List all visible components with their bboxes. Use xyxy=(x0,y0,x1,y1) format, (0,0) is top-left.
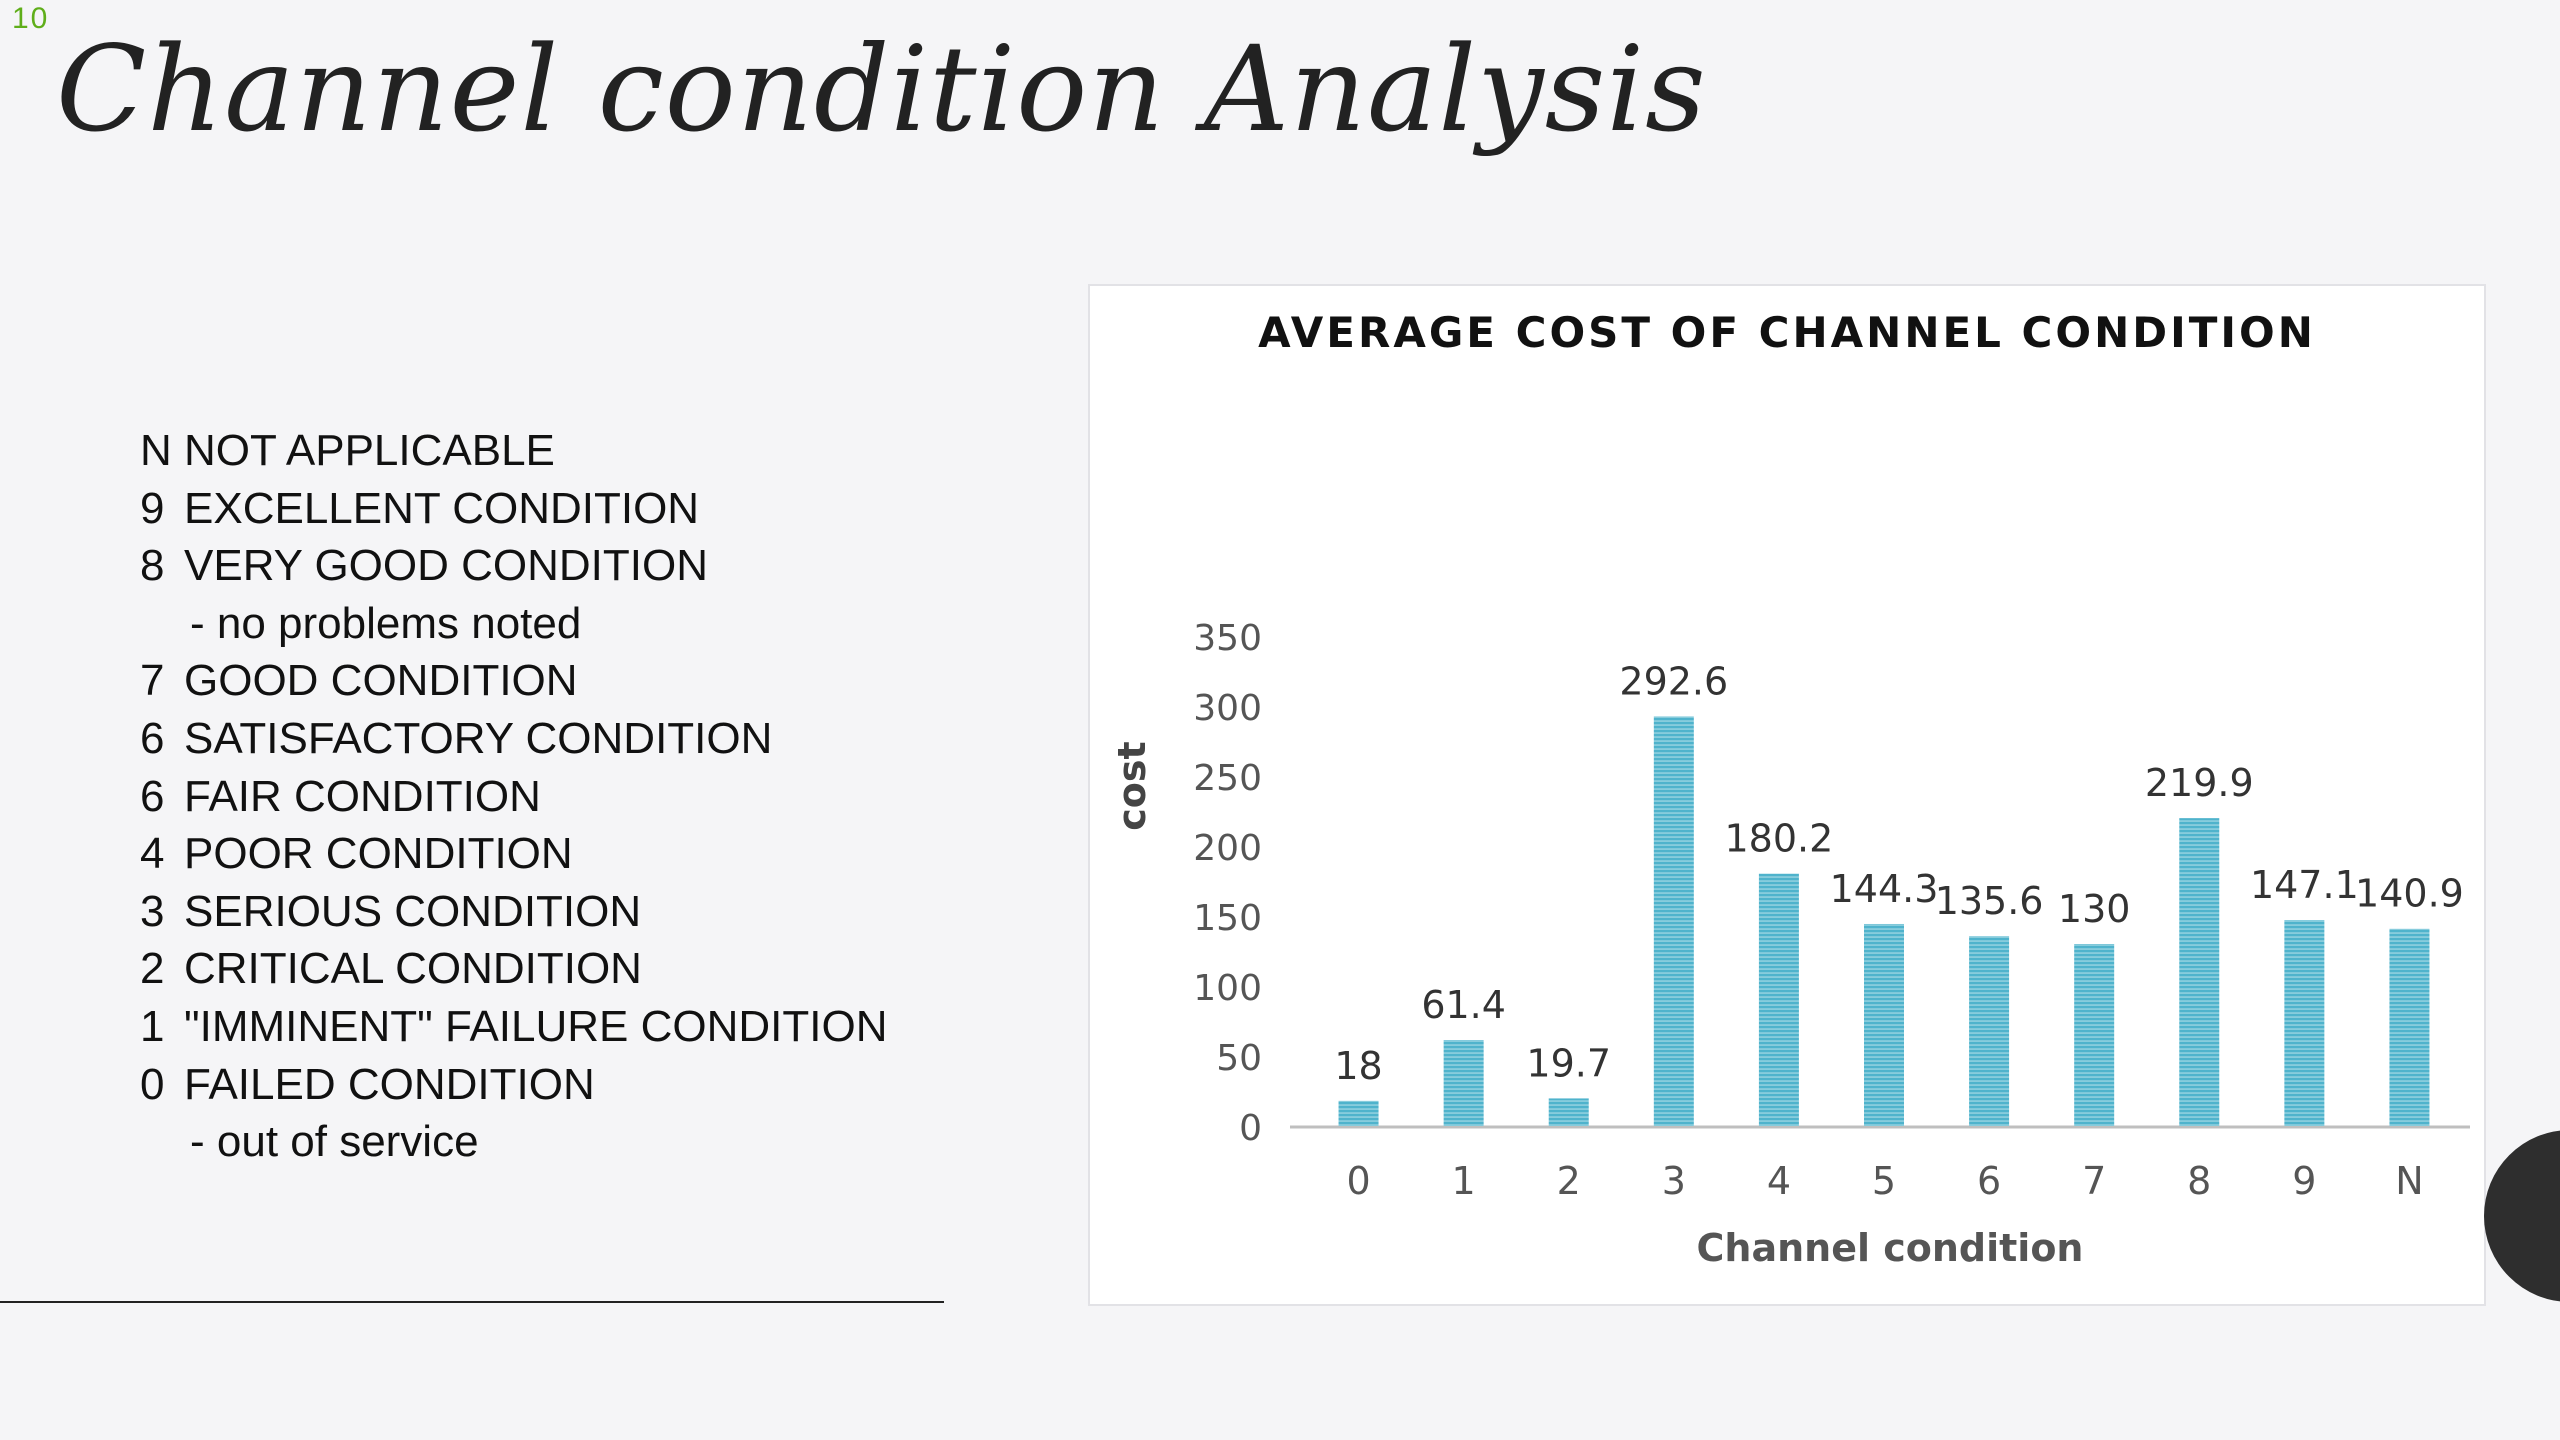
bar xyxy=(2179,818,2220,1126)
legend-code: 3 xyxy=(140,886,165,936)
x-tick-label: 8 xyxy=(2187,1159,2211,1203)
legend-label: FAILED CONDITION xyxy=(184,1059,595,1109)
data-label: 180.2 xyxy=(1725,817,1834,861)
chart-panel: AVERAGE COST OF CHANNEL CONDITION cost 0… xyxy=(1088,284,2486,1306)
legend-item: 8 VERY GOOD CONDITION xyxy=(140,537,980,595)
bar xyxy=(1443,1040,1484,1126)
legend-code: 9 xyxy=(140,483,165,533)
x-tick-label: 0 xyxy=(1346,1159,1370,1203)
y-tick-label: 200 xyxy=(1193,828,1262,869)
bar xyxy=(2074,944,2115,1126)
legend-label: SERIOUS CONDITION xyxy=(184,886,642,936)
data-label: 19.7 xyxy=(1526,1041,1611,1085)
legend-item: 0 FAILED CONDITION xyxy=(140,1056,980,1114)
decorative-shape xyxy=(2484,1130,2560,1302)
legend-code: 8 xyxy=(140,541,165,591)
legend-label: CRITICAL CONDITION xyxy=(184,944,642,994)
chart-title: AVERAGE COST OF CHANNEL CONDITION xyxy=(1258,308,2316,357)
divider xyxy=(0,1301,944,1303)
data-label: 144.3 xyxy=(1830,867,1939,911)
legend-code: 7 xyxy=(140,656,165,706)
legend-item: 4 POOR CONDITION xyxy=(140,825,980,883)
y-tick-label: 0 xyxy=(1239,1108,1262,1149)
x-tick-label: 5 xyxy=(1872,1159,1896,1203)
legend-item: 9 EXCELLENT CONDITION xyxy=(140,480,980,538)
legend-code: 6 xyxy=(140,713,165,763)
y-tick-label: 50 xyxy=(1216,1038,1262,1079)
data-label: 147.1 xyxy=(2250,863,2359,907)
legend-code: 1 xyxy=(140,1001,165,1051)
x-tick-label: 4 xyxy=(1767,1159,1791,1203)
bar-chart: 0 50 100 150 200 250 300 350 18 0 61.4 1 19.7 2 292.6 3… xyxy=(1193,618,2470,1203)
legend-label: - out of service xyxy=(190,1117,479,1167)
legend-label: FAIR CONDITION xyxy=(184,771,541,821)
legend-label: POOR CONDITION xyxy=(184,829,573,879)
data-label: 140.9 xyxy=(2355,872,2464,916)
legend-code: 0 xyxy=(140,1059,165,1109)
bar xyxy=(2284,920,2325,1126)
x-tick-label: N xyxy=(2395,1159,2423,1203)
legend-item: 6 SATISFACTORY CONDITION xyxy=(140,710,980,768)
bar xyxy=(1548,1098,1589,1126)
x-tick-label: 7 xyxy=(2082,1159,2106,1203)
data-label: 219.9 xyxy=(2145,761,2254,805)
bar xyxy=(1653,716,1694,1126)
legend-label: - no problems noted xyxy=(190,598,582,648)
x-tick-label: 9 xyxy=(2292,1159,2316,1203)
data-label: 292.6 xyxy=(1619,659,1728,703)
y-tick-label: 350 xyxy=(1193,618,1262,659)
legend-code: 6 xyxy=(140,771,165,821)
page-title: Channel condition Analysis xyxy=(56,20,1707,158)
x-tick-label: 2 xyxy=(1557,1159,1581,1203)
data-label: 18 xyxy=(1334,1044,1382,1088)
bar xyxy=(1864,923,1904,1126)
legend-item: 6 FAIR CONDITION xyxy=(140,768,980,826)
x-tick-label: 3 xyxy=(1662,1159,1686,1203)
legend-label: GOOD CONDITION xyxy=(184,656,578,706)
y-tick-label: 250 xyxy=(1193,758,1262,799)
legend-note: - no problems noted xyxy=(140,595,980,653)
legend-code: 4 xyxy=(140,829,165,879)
y-tick-label: 150 xyxy=(1193,898,1262,939)
data-label: 135.6 xyxy=(1935,879,2044,923)
bar xyxy=(1758,873,1799,1126)
bar xyxy=(2389,928,2430,1126)
y-tick-label: 100 xyxy=(1193,968,1262,1009)
legend-note: - out of service xyxy=(140,1113,980,1171)
bar xyxy=(1338,1100,1379,1126)
slide-number: 10 xyxy=(12,2,50,35)
legend-item: 2 CRITICAL CONDITION xyxy=(140,940,980,998)
x-tick-label: 6 xyxy=(1977,1159,2001,1203)
legend-label: SATISFACTORY CONDITION xyxy=(184,713,773,763)
legend-label: NOT APPLICABLE xyxy=(184,426,555,475)
condition-legend: N NOT APPLICABLE 9 EXCELLENT CONDITION 8 VERY… xyxy=(140,422,980,1171)
legend-code: 2 xyxy=(140,944,165,994)
legend-label: EXCELLENT CONDITION xyxy=(184,483,700,533)
x-axis-label: Channel condition xyxy=(1696,1226,2084,1270)
legend-item: N NOT APPLICABLE xyxy=(140,422,980,480)
x-tick-label: 1 xyxy=(1452,1159,1476,1203)
legend-code: N xyxy=(140,426,172,475)
legend-item: 3 SERIOUS CONDITION xyxy=(140,883,980,941)
data-label: 61.4 xyxy=(1421,983,1506,1027)
legend-item: 7 GOOD CONDITION xyxy=(140,652,980,710)
legend-label: VERY GOOD CONDITION xyxy=(184,541,709,591)
legend-label: "IMMINENT" FAILURE CONDITION xyxy=(184,1001,888,1051)
y-tick-label: 300 xyxy=(1193,688,1262,729)
data-label: 130 xyxy=(2058,887,2131,931)
legend-item: 1 "IMMINENT" FAILURE CONDITION xyxy=(140,998,980,1056)
bar xyxy=(1969,936,2010,1126)
